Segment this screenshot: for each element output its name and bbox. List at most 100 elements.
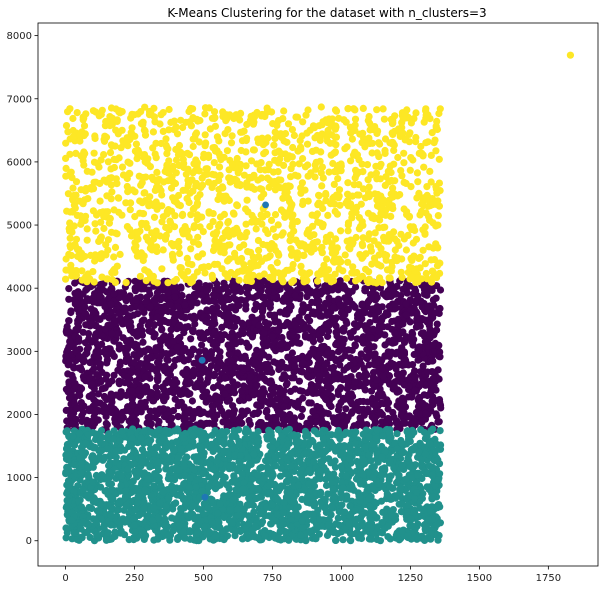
data-point [178,313,186,321]
data-point [367,535,375,543]
data-point [116,437,124,445]
data-point [136,350,144,358]
data-point [408,474,416,482]
data-point [308,436,316,444]
data-point [115,380,123,388]
data-point [214,285,222,293]
data-point [96,292,104,300]
data-point [306,527,314,535]
data-point [308,309,316,317]
data-point [270,314,279,322]
data-point [156,499,164,507]
data-point [303,293,311,301]
data-point [307,385,315,393]
data-point [296,457,304,465]
data-point [415,393,423,402]
data-point [390,286,398,294]
data-point [94,341,102,349]
data-point [434,396,442,404]
data-point [247,373,255,381]
data-point [260,293,268,301]
data-point [123,338,131,346]
data-point [407,515,415,523]
data-point [79,290,87,298]
data-point [212,473,220,481]
data-point [131,340,139,348]
data-point [234,511,242,519]
data-point [393,479,401,487]
data-point [263,408,271,416]
data-point [168,482,176,490]
data-point [411,367,419,375]
data-point [76,391,84,400]
data-point [203,306,211,314]
data-point [229,369,237,377]
data-point [114,366,122,374]
data-point [429,357,437,365]
data-point [427,535,435,543]
data-point [93,315,101,323]
data-point [342,405,350,413]
data-point [369,368,378,377]
data-point [274,495,282,504]
data-point [304,492,312,500]
data-point [419,362,427,370]
data-point [416,380,424,388]
data-point [332,341,340,349]
data-point [407,463,415,471]
data-point [369,483,377,491]
data-point [247,460,255,468]
data-point [397,439,406,447]
data-point [437,404,445,412]
data-point [372,291,380,299]
data-point [111,415,119,423]
data-point [350,423,358,431]
chart-title: K-Means Clustering for the dataset with … [167,6,486,20]
data-point [190,408,198,416]
data-point [86,359,94,367]
data-point [227,439,235,447]
data-point [268,397,276,405]
data-point [79,513,87,521]
data-point [257,508,265,516]
data-point [179,515,187,523]
data-point [186,379,194,387]
data-point [323,382,331,390]
data-point [153,389,161,397]
data-point [107,300,115,308]
data-point [264,287,272,295]
data-point [83,349,91,357]
data-point [432,440,440,448]
data-point [323,531,332,540]
data-point [203,419,211,427]
data-point [344,413,352,421]
data-point [241,354,249,362]
data-point [132,377,140,385]
data-point [346,329,354,337]
data-point [168,421,176,429]
data-point [275,534,283,542]
data-point [325,515,333,524]
data-point [251,351,259,359]
data-point [284,353,292,361]
data-point [297,412,305,420]
data-point [353,449,362,457]
data-point [346,361,354,369]
data-point [280,403,288,411]
data-point [329,303,337,311]
data-point [420,286,429,294]
data-point [190,359,198,367]
data-point [324,348,332,356]
data-point [189,366,198,374]
data-point [357,420,365,428]
data-point [337,398,345,407]
data-point [86,405,94,413]
data-point [178,353,186,361]
data-point [221,374,229,382]
data-point [152,383,160,391]
data-point [316,335,324,343]
data-point [83,297,91,305]
data-point [101,325,109,333]
data-point [207,362,215,370]
data-point [385,352,393,361]
